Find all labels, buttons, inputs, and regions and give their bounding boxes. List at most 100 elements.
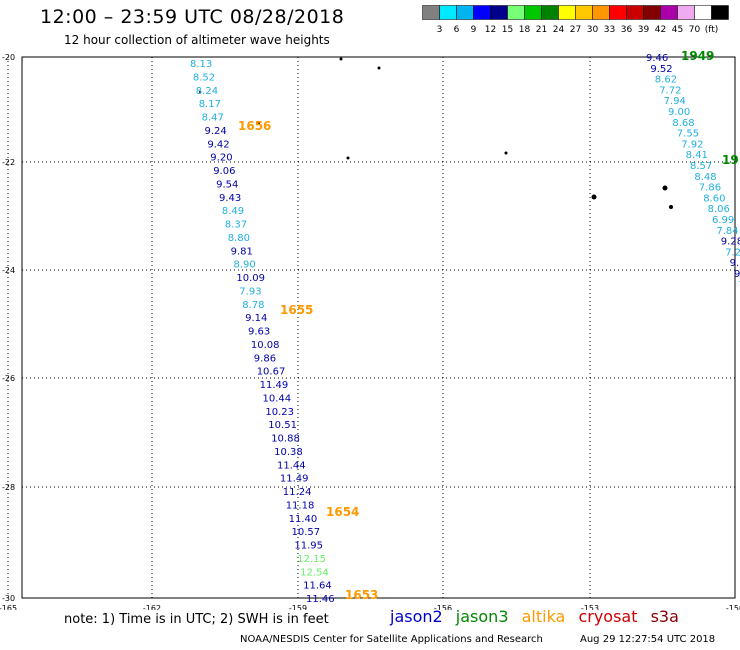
swh-value: 10.38 — [274, 447, 303, 458]
swh-value: 10.57 — [292, 527, 321, 538]
swh-value: 9.28 — [721, 237, 740, 248]
legend-label: 18 — [519, 25, 531, 35]
swh-value: 8.68 — [672, 118, 694, 129]
island — [504, 151, 508, 155]
swh-value: 9.81 — [231, 246, 253, 257]
swh-value: 7.86 — [699, 183, 721, 194]
legend-label: 12 — [485, 25, 496, 35]
legend-label: 9 — [471, 25, 477, 35]
legend-label: 39 — [638, 25, 650, 35]
island — [339, 57, 343, 61]
swh-value: 9.42 — [207, 139, 229, 150]
legend-label: 70 — [689, 25, 701, 35]
swh-value: 9 — [734, 269, 740, 280]
pass-time-label: 1653 — [345, 588, 378, 602]
lon-tick-label: -159 — [289, 604, 307, 610]
swh-value: 9.86 — [254, 353, 276, 364]
swh-value: 10.67 — [257, 367, 286, 378]
island — [199, 91, 201, 93]
legend-label: 30 — [587, 25, 599, 35]
map-title: 12:00 – 23:59 UTC 08/28/2018 — [40, 6, 345, 28]
source-altika: altika — [521, 607, 566, 626]
swh-value: 11.18 — [286, 500, 315, 511]
pass-time-label: 1949 — [681, 49, 714, 63]
swh-value: 10.09 — [236, 273, 265, 284]
pass-time-label: 1656 — [238, 119, 271, 133]
swh-value: 7.92 — [681, 139, 703, 150]
legend-label: 33 — [604, 25, 615, 35]
swh-value: 9.00 — [668, 107, 690, 118]
swh-value: 6.99 — [712, 215, 734, 226]
lon-tick-label: -165 — [0, 604, 17, 610]
swh-value: 7.84 — [716, 226, 738, 237]
swh-value: 10.08 — [251, 340, 280, 351]
legend-label: 27 — [570, 25, 581, 35]
swh-value: 8.41 — [686, 150, 708, 161]
swh-value: 11.49 — [260, 380, 289, 391]
swh-value: 8.48 — [694, 172, 716, 183]
swh-value: 9.24 — [205, 126, 227, 137]
swh-value: 11.49 — [280, 474, 309, 485]
swh-value: 11.24 — [283, 487, 312, 498]
swh-value: 9.06 — [213, 166, 235, 177]
source-s3a: s3a — [650, 607, 679, 626]
swh-value: 9.43 — [219, 193, 241, 204]
swh-value: 7.2 — [725, 247, 740, 258]
pass-time-label: 1654 — [326, 505, 359, 519]
source-jason2: jason2 — [390, 607, 443, 626]
generated-timestamp: Aug 29 12:27:54 UTC 2018 — [580, 634, 716, 645]
legend-label: 3 — [437, 25, 443, 35]
pass-time-label: 19 — [722, 153, 739, 167]
lon-tick-label: -150 — [726, 604, 740, 610]
legend-label: 42 — [655, 25, 666, 35]
swh-value: 8.24 — [196, 86, 218, 97]
legend-label: (ft) — [705, 25, 719, 35]
island — [346, 156, 350, 160]
legend-label: 6 — [454, 25, 460, 35]
swh-value: 12.54 — [300, 567, 329, 578]
swh-value: 8.80 — [228, 233, 250, 244]
island — [377, 66, 381, 70]
swh-value: 12.15 — [297, 554, 326, 565]
altimeter-map: -165 -162 -159 -156 -153 -150 -20 -22 -24 -26 -28 -… — [0, 49, 740, 610]
island — [591, 194, 597, 200]
legend-swatch — [711, 5, 729, 20]
swh-value: 8.78 — [242, 300, 264, 311]
map-subtitle: 12 hour collection of altimeter wave hei… — [64, 33, 330, 47]
swh-value: 8.06 — [708, 204, 730, 215]
lat-tick-label: -22 — [2, 158, 15, 167]
swh-value: 9.46 — [646, 53, 668, 64]
island — [669, 205, 673, 209]
footer-note: note: 1) Time is in UTC; 2) SWH is in fe… — [64, 612, 329, 627]
satellite-source-legend: jason2 jason3 altika cryosat s3a — [390, 607, 687, 626]
swh-value: 9.1 — [730, 258, 740, 269]
lon-tick-label: -156 — [434, 604, 452, 610]
swh-value: 11.64 — [303, 581, 332, 592]
source-cryosat: cryosat — [578, 607, 638, 626]
swh-value: 8.62 — [655, 75, 677, 86]
lat-tick-label: -28 — [2, 483, 15, 492]
lon-tick-label: -153 — [581, 604, 599, 610]
swh-value: 8.37 — [225, 220, 247, 231]
swh-value: 7 — [738, 280, 740, 291]
swh-value: 9.20 — [210, 153, 232, 164]
legend-label: 24 — [553, 25, 565, 35]
legend-label: 36 — [621, 25, 633, 35]
swh-value: 7.55 — [677, 129, 699, 140]
source-jason3: jason3 — [455, 607, 509, 626]
swh-value: 9.14 — [245, 313, 267, 324]
swh-value: 7.93 — [239, 286, 261, 297]
swh-value: 7.94 — [664, 96, 686, 107]
swh-value: 10.44 — [263, 393, 292, 404]
legend-label: 15 — [502, 25, 513, 35]
swh-value: 11.95 — [294, 541, 323, 552]
legend-label: 21 — [536, 25, 547, 35]
pass-time-label: 1655 — [280, 303, 313, 317]
swh-value: 11.46 — [306, 594, 335, 605]
swh-value: 10.23 — [265, 407, 294, 418]
swh-value: 8.47 — [202, 113, 224, 124]
swh-value: 8.57 — [690, 161, 712, 172]
color-legend: 3 6 9 12 15 18 21 24 27 30 33 36 39 42 45 70 (ft) — [422, 5, 729, 35]
swh-value: 9.52 — [650, 64, 672, 75]
legend-label: 45 — [672, 25, 683, 35]
